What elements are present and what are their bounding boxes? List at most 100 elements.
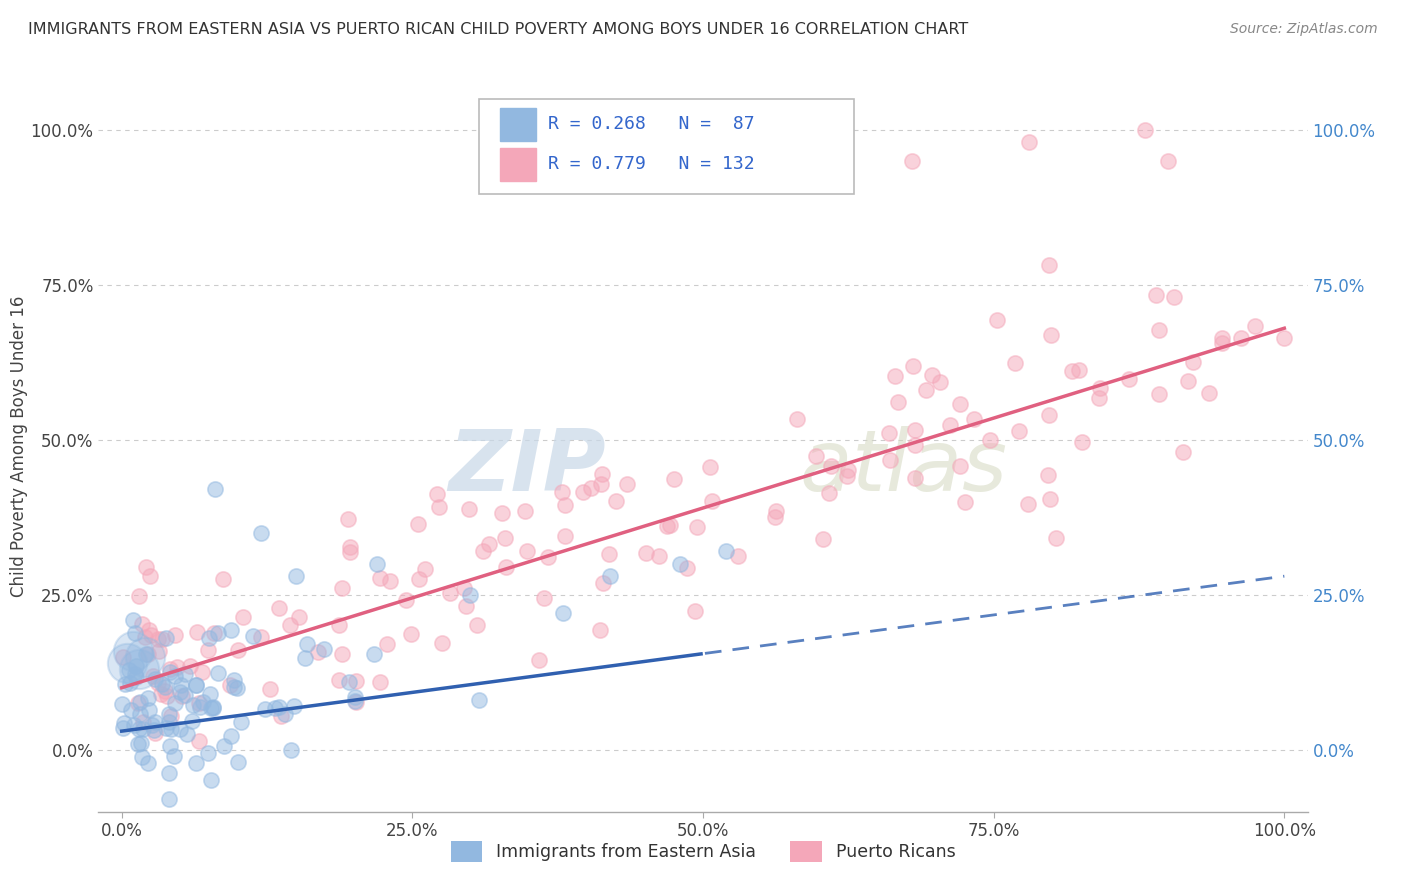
- Point: [285, 569, 308, 583]
- Point: [314, 641, 336, 656]
- Point: [131, 722, 153, 736]
- Point: [136, 690, 159, 705]
- Point: [1211, 331, 1233, 345]
- Point: [170, 678, 193, 692]
- Point: [259, 682, 281, 697]
- Point: [904, 438, 927, 452]
- Point: [1018, 135, 1040, 149]
- Point: [136, 756, 159, 771]
- Point: [339, 545, 361, 559]
- Text: atlas: atlas: [800, 426, 1008, 509]
- Point: [1038, 468, 1060, 483]
- Point: [212, 739, 235, 753]
- Point: [1038, 408, 1060, 422]
- Point: [467, 693, 489, 707]
- Text: R = 0.268   N =  87: R = 0.268 N = 87: [548, 115, 755, 133]
- Point: [675, 561, 697, 575]
- Point: [200, 773, 222, 788]
- Point: [267, 699, 290, 714]
- Point: [179, 659, 201, 673]
- Point: [150, 677, 173, 691]
- Point: [413, 562, 436, 576]
- Point: [136, 647, 159, 661]
- Point: [283, 699, 305, 714]
- Point: [884, 368, 907, 383]
- Point: [219, 677, 242, 691]
- Point: [949, 458, 972, 473]
- Point: [114, 676, 136, 690]
- Point: [368, 571, 391, 585]
- Text: ZIP: ZIP: [449, 426, 606, 509]
- Point: [811, 533, 834, 547]
- Point: [190, 700, 212, 714]
- Point: [378, 574, 401, 588]
- Point: [550, 484, 572, 499]
- Point: [683, 604, 706, 618]
- Point: [202, 626, 225, 640]
- Point: [155, 690, 177, 704]
- Point: [831, 123, 853, 137]
- Point: [197, 746, 219, 760]
- Point: [148, 676, 170, 690]
- Point: [818, 486, 841, 500]
- Point: [457, 502, 479, 516]
- Point: [589, 623, 612, 637]
- Point: [163, 696, 186, 710]
- Point: [157, 792, 180, 806]
- Point: [1118, 372, 1140, 386]
- Point: [125, 670, 148, 684]
- Point: [128, 695, 150, 709]
- Point: [1272, 331, 1295, 345]
- Point: [160, 709, 183, 723]
- Point: [648, 549, 671, 564]
- Point: [122, 643, 145, 657]
- Point: [1177, 374, 1199, 388]
- Point: [232, 609, 254, 624]
- Point: [591, 477, 613, 491]
- Point: [465, 618, 488, 632]
- Point: [184, 756, 207, 770]
- Point: [515, 504, 537, 518]
- Point: [366, 557, 388, 571]
- Point: [1171, 444, 1194, 458]
- Point: [180, 714, 202, 728]
- Point: [554, 529, 576, 543]
- Point: [128, 590, 150, 604]
- Point: [157, 715, 180, 730]
- Point: [1157, 153, 1180, 168]
- Point: [142, 669, 165, 683]
- Point: [174, 666, 197, 681]
- Point: [146, 632, 169, 646]
- Point: [124, 626, 146, 640]
- Point: [408, 572, 430, 586]
- Point: [491, 506, 513, 520]
- Point: [134, 631, 156, 645]
- Point: [668, 557, 690, 571]
- Point: [887, 395, 910, 409]
- Point: [1067, 363, 1090, 377]
- Point: [765, 504, 787, 518]
- Point: [219, 624, 242, 638]
- Point: [129, 736, 152, 750]
- Point: [163, 749, 186, 764]
- Point: [242, 629, 264, 643]
- Point: [727, 549, 749, 563]
- Point: [226, 756, 249, 770]
- Point: [571, 485, 593, 500]
- Point: [453, 581, 475, 595]
- Point: [915, 384, 938, 398]
- Bar: [501, 148, 536, 181]
- Point: [553, 607, 575, 621]
- Point: [1004, 356, 1026, 370]
- Point: [135, 647, 157, 661]
- Point: [1144, 287, 1167, 301]
- Point: [128, 706, 150, 721]
- Point: [163, 669, 186, 683]
- Point: [837, 463, 859, 477]
- Point: [806, 449, 828, 463]
- Point: [124, 718, 146, 732]
- Point: [516, 544, 538, 558]
- Point: [207, 665, 229, 680]
- Point: [454, 599, 477, 613]
- Point: [344, 695, 367, 709]
